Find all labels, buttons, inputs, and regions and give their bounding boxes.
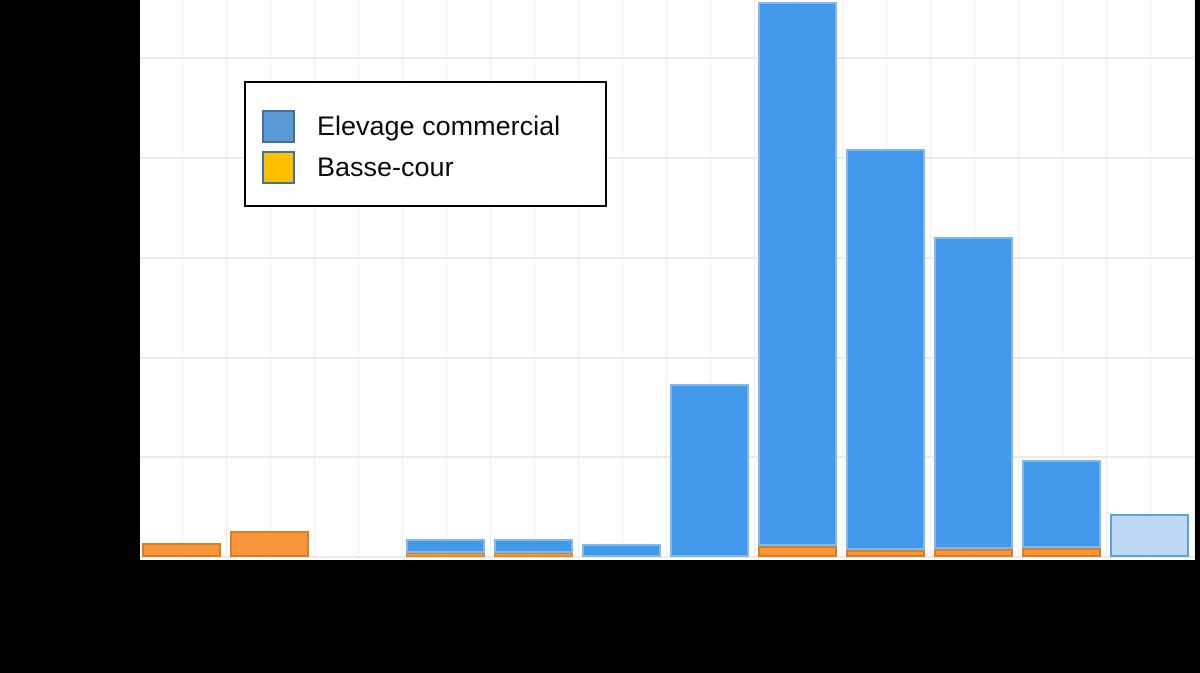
v-gridline [622,0,623,560]
bar-elevage-commercial-8 [758,2,837,546]
legend-swatch-basse-cour [262,150,295,184]
bar-elevage-commercial-4 [406,539,485,553]
v-gridline [182,0,183,560]
legend-item-elevage-commercial: Elevage commercial [262,109,605,143]
legend-label-elevage-commercial: Elevage commercial [317,111,561,141]
legend: Elevage commercial Basse-cour [244,81,607,207]
v-gridline [666,0,667,560]
v-gridline [490,0,491,560]
v-gridline [1106,0,1107,560]
h-gridline [140,357,1195,359]
bar-elevage-commercial-7 [670,384,749,557]
bar-elevage-commercial-provisional-12 [1110,514,1189,557]
bar-basse-cour-10 [934,549,1013,557]
v-gridline [842,0,843,560]
bar-basse-cour-2 [230,531,309,557]
bar-elevage-commercial-9 [846,149,925,550]
h-gridline [140,157,1195,159]
v-gridline [1150,0,1151,560]
bar-basse-cour-5 [494,553,573,557]
v-gridline [534,0,535,560]
bar-basse-cour-1 [142,543,221,557]
v-gridline [270,0,271,560]
plot-area: Elevage commercial Basse-cour [140,0,1195,560]
bar-elevage-commercial-11 [1022,460,1101,548]
h-gridline [140,57,1195,59]
gridlines-layer [140,0,1195,560]
bar-basse-cour-9 [846,550,925,557]
v-gridline [402,0,403,560]
v-gridline [226,0,227,560]
v-gridline [754,0,755,560]
bar-elevage-commercial-10 [934,237,1013,549]
bar-basse-cour-4 [406,553,485,557]
bar-basse-cour-11 [1022,548,1101,557]
v-gridline [446,0,447,560]
v-gridline [578,0,579,560]
bars-layer [140,0,1195,560]
v-gridline [710,0,711,560]
v-gridline [1194,0,1195,560]
v-gridline [1062,0,1063,560]
bar-elevage-commercial-5 [494,539,573,553]
v-gridline [358,0,359,560]
bar-basse-cour-8 [758,546,837,557]
h-gridline [140,556,1195,558]
legend-label-basse-cour: Basse-cour [317,152,454,182]
v-gridline [314,0,315,560]
v-gridline [1018,0,1019,560]
bar-elevage-commercial-6 [582,544,661,557]
v-gridline [930,0,931,560]
h-gridline [140,257,1195,259]
legend-swatch-elevage-commercial [262,109,295,143]
h-gridline [140,456,1195,458]
legend-item-basse-cour: Basse-cour [262,150,605,184]
